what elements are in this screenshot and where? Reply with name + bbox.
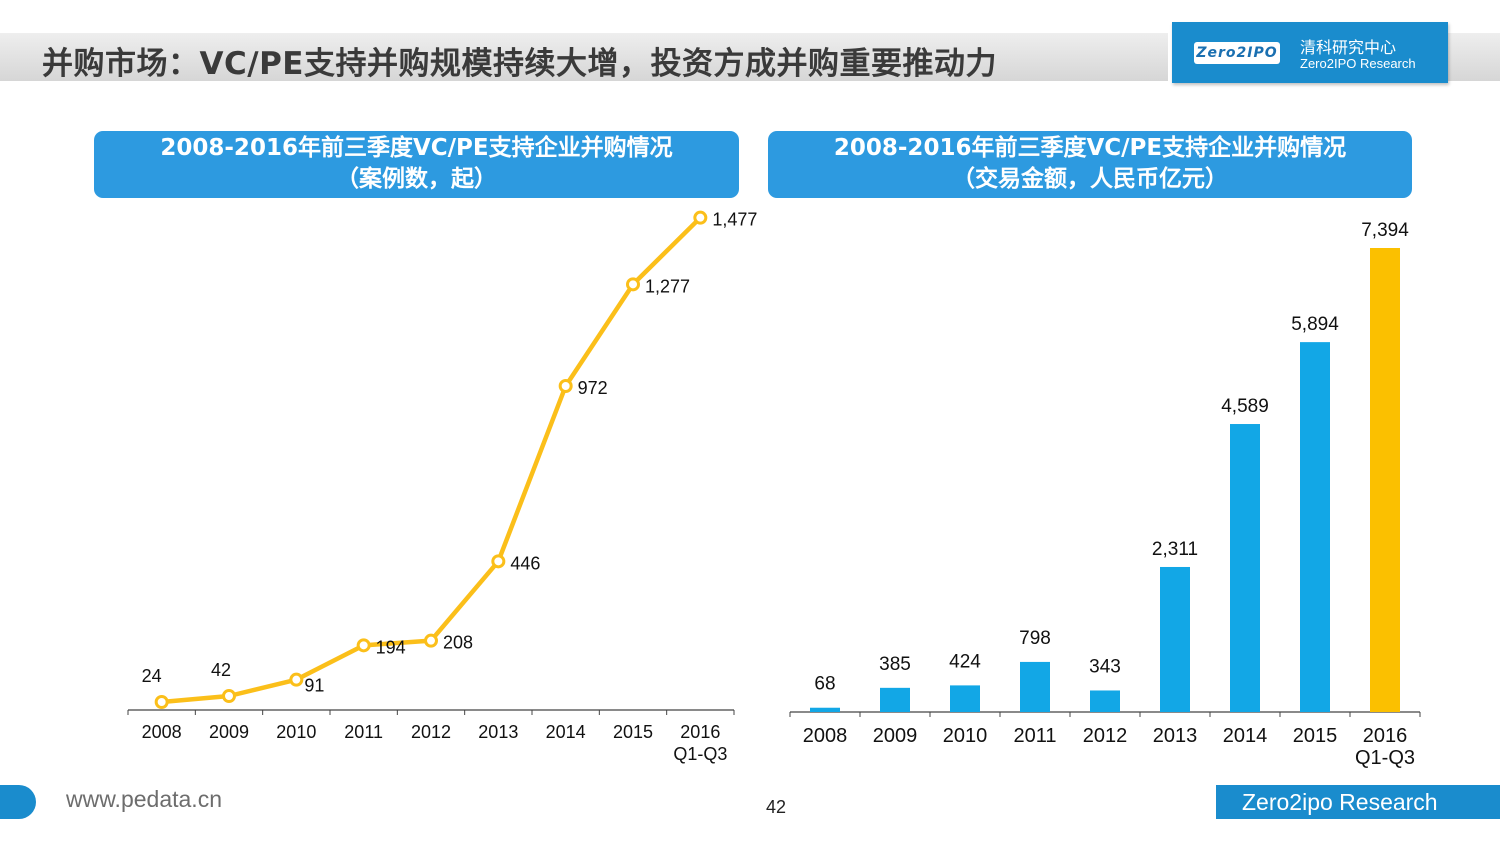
bar [1090,690,1120,712]
right-chart-subtitle: （交易金额，人民币亿元） [952,166,1228,192]
line-point [626,277,640,292]
line-data-label: 208 [443,633,473,653]
left-chart-subtitle: （案例数，起） [336,166,497,192]
line-data-label: 1,477 [712,210,757,230]
page-number: 42 [766,797,787,817]
bar-data-label: 798 [1019,628,1051,649]
bar-category-label: 2013 [1153,725,1198,747]
bar-data-label: 4,589 [1221,396,1269,417]
bar-category-label: 2008 [803,725,848,747]
line-category-label: 2013 [478,722,518,742]
bar-category-label: 2015 [1293,725,1338,747]
bar [1160,566,1190,712]
right-chart-header: 2008-2016年前三季度VC/PE支持企业并购情况 （交易金额，人民币亿元） [768,131,1412,198]
title-bar [0,33,1168,81]
bar [1300,342,1330,712]
bar-data-label: 68 [814,674,835,695]
bar [1230,424,1260,712]
footer-brand: Zero2ipo Research [1216,785,1500,819]
line-point [289,672,304,687]
left-chart-title: 2008-2016年前三季度VC/PE支持企业并购情况 [160,135,673,161]
left-chart-header: 2008-2016年前三季度VC/PE支持企业并购情况 （案例数，起） [94,131,739,198]
bar-category-label: 2011 [1013,725,1056,747]
line-point [491,554,506,569]
bar-category-label: Q1-Q3 [1355,747,1415,769]
line-point [222,689,236,703]
line-category-label: 2015 [613,722,653,742]
line-point [356,638,371,653]
bar-data-label: 5,894 [1291,314,1339,335]
line-category-label: 2014 [546,722,586,742]
line-data-label: 972 [578,378,608,398]
bar-category-label: 2009 [873,725,918,747]
line-category-label: 2011 [344,722,383,742]
bar-category-label: 2010 [943,725,988,747]
line-category-label: 2010 [276,722,316,742]
line-point [424,633,438,648]
logo-badge: Zero2IPO [1194,42,1280,64]
zero2ipo-logo: Zero2IPO 清科研究中心 Zero2IPO Research [1172,22,1448,83]
bar [1370,248,1400,712]
bar-data-label: 2,311 [1152,539,1198,560]
line-point [558,379,573,393]
bar [810,707,840,712]
line-series [161,216,702,705]
bar-data-label: 385 [879,654,911,675]
right-chart-title: 2008-2016年前三季度VC/PE支持企业并购情况 [833,135,1347,161]
line-data-label: 446 [510,553,540,573]
bar-category-label: 2016 [1363,725,1408,747]
logo-en-text: Zero2IPO Research [1300,56,1416,71]
bar-category-label: 2012 [1083,725,1128,747]
bar-data-label: 343 [1089,656,1121,677]
line-category-label: Q1-Q3 [673,744,727,764]
bar-data-label: 7,394 [1361,220,1409,241]
line-data-label: 194 [376,637,406,657]
logo-cn-text: 清科研究中心 [1300,38,1397,57]
page-title: 并购市场：VC/PE支持并购规模持续大增，投资方成并购重要推动力 [42,46,997,82]
line-data-label: 24 [142,666,162,686]
line-data-label: 91 [304,676,324,696]
line-category-label: 2012 [411,722,451,742]
line-point [154,695,169,709]
footer-url: www.pedata.cn [66,786,222,812]
line-category-label: 2016 [680,722,720,742]
line-category-label: 2009 [209,722,249,742]
bar [950,685,980,712]
title-bar-end [1448,33,1500,81]
bar-data-label: 424 [949,651,981,672]
line-data-label: 1,277 [645,276,690,296]
line-category-label: 2008 [142,722,182,742]
line-data-label: 42 [211,660,231,680]
bar-category-label: 2014 [1223,725,1268,747]
line-point [693,210,708,225]
bar [880,687,910,712]
footer-tab-decoration [0,785,36,819]
bar [1020,661,1050,712]
